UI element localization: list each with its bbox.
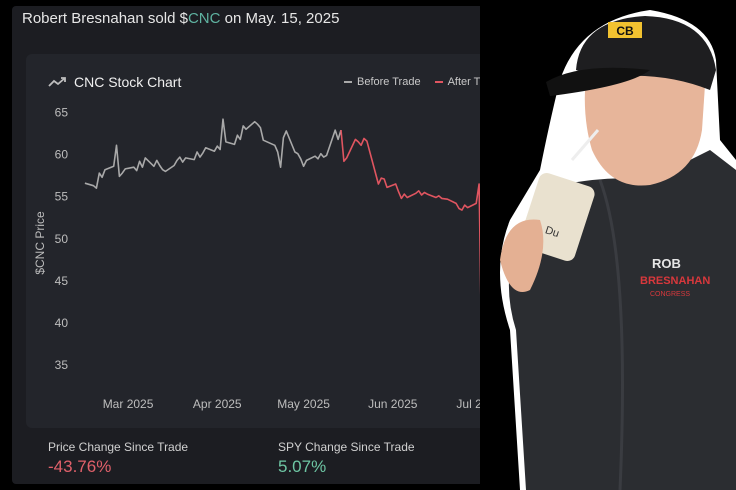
y-tick-label: 55 [55, 190, 69, 204]
spy-change-value: 5.07% [278, 457, 327, 476]
jacket-text-1: ROB [652, 256, 681, 271]
ticker-link[interactable]: CNC [187, 10, 221, 27]
price-change-label: Price Change Since Trade [48, 440, 189, 454]
x-tick-label: Jun 2025 [368, 397, 418, 411]
headline-suffix: on May. 15, 2025 [220, 10, 340, 27]
trending-up-icon [48, 77, 66, 87]
y-tick-label: 65 [55, 105, 69, 119]
legend-swatch-before [343, 81, 352, 83]
x-tick-label: Mar 2025 [103, 397, 154, 411]
person-photo: CB Du ROB BRESNAHAN CONGRESS [480, 0, 736, 490]
jacket-text-3: CONGRESS [650, 291, 690, 298]
x-tick-label: Apr 2025 [193, 397, 242, 411]
cup-text: Du [544, 224, 561, 240]
y-tick-label: 35 [55, 358, 69, 372]
chart-title: CNC Stock Chart [48, 74, 181, 90]
trade-panel: Robert Bresnahan sold $CNC on May. 15, 2… [12, 6, 524, 484]
jacket-text-2: BRESNAHAN [640, 275, 710, 287]
headline: Robert Bresnahan sold $CNC on May. 15, 2… [22, 10, 339, 27]
y-tick-label: 60 [55, 148, 69, 162]
chart-title-text: CNC Stock Chart [74, 74, 182, 90]
y-tick-label: 40 [55, 316, 69, 330]
stock-chart-card: CNC Stock Chart Before Trade After Trade [26, 54, 524, 428]
cap-logo-text: CB [616, 24, 634, 38]
spy-change-stat: SPY Change Since Trade 5.07% [278, 440, 415, 477]
legend-swatch-after [434, 81, 443, 83]
y-tick-label: 45 [55, 274, 69, 288]
cap-logo [608, 22, 642, 38]
series-line-after [340, 130, 483, 374]
price-change-value: -43.76% [48, 457, 112, 476]
legend-item-before[interactable]: Before Trade [343, 76, 421, 88]
spy-change-label: SPY Change Since Trade [278, 440, 415, 454]
headline-prefix: Robert Bresnahan sold $ [22, 10, 188, 27]
series-line-before [84, 118, 342, 189]
y-tick-label: 50 [55, 232, 69, 246]
legend-label-before: Before Trade [356, 76, 421, 88]
y-axis-label: $CNC Price [33, 211, 47, 275]
price-change-stat: Price Change Since Trade -43.76% [48, 440, 188, 477]
x-tick-label: May 2025 [277, 397, 330, 411]
